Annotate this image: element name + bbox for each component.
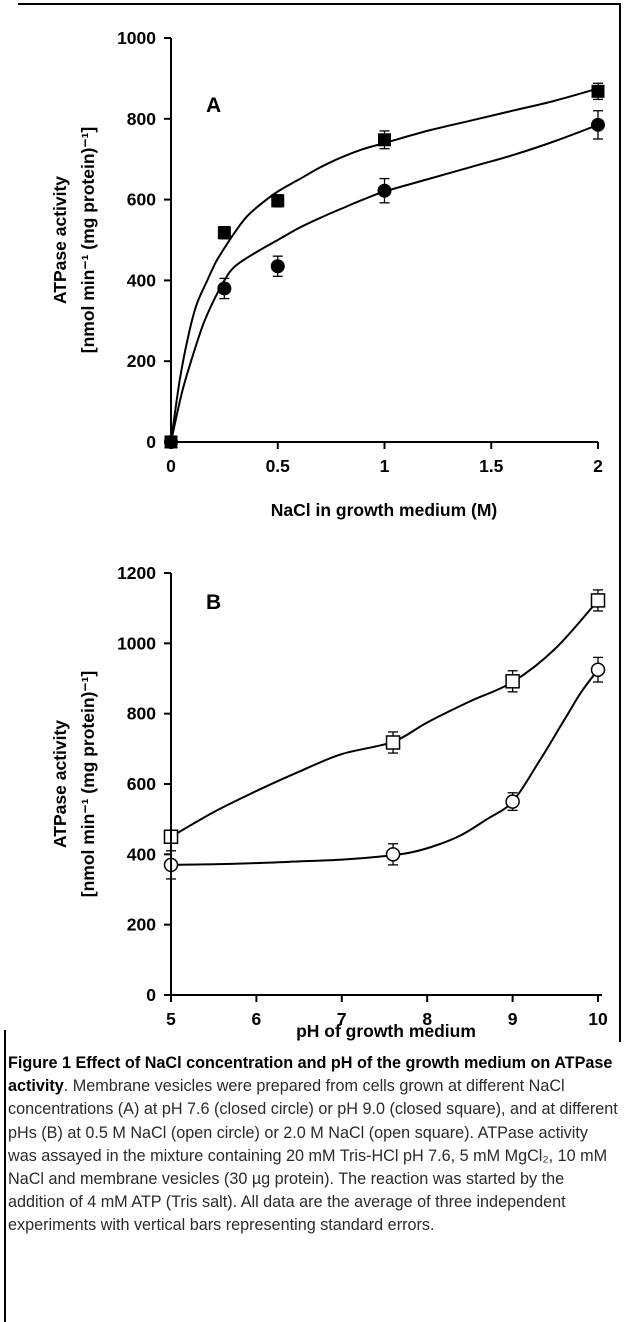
panel-a-curves bbox=[170, 87, 599, 443]
figure-frame-right bbox=[619, 3, 621, 1042]
panel-a-x-ticks: 0 0.5 1 1.5 2 bbox=[166, 442, 603, 476]
panel-a-point bbox=[217, 281, 232, 296]
panel-a-point bbox=[270, 259, 285, 274]
panel-a-label: A bbox=[206, 94, 221, 117]
panel-b-x-label: pH of growth medium bbox=[296, 1021, 476, 1041]
panel-a-point bbox=[271, 194, 285, 208]
panel-a-y-tick-label: 800 bbox=[127, 109, 156, 129]
panel-b-point bbox=[505, 794, 520, 809]
caption-title: Figure 1 Effect of NaCl concentration an… bbox=[8, 1054, 613, 1096]
panel-a-x-tick-label: 1 bbox=[380, 456, 390, 476]
panel-a-point bbox=[378, 133, 391, 147]
panel-b-curves bbox=[170, 599, 599, 866]
panel-a-y-tick-label: 1000 bbox=[117, 28, 156, 48]
panel-b-y-tick-label: 800 bbox=[127, 704, 156, 724]
panel-a-point bbox=[377, 183, 392, 198]
panel-a-x-tick-label: 1.5 bbox=[479, 456, 504, 476]
panel-b-x-tick-label: 6 bbox=[252, 1009, 262, 1029]
panel-b-x-tick-label: 5 bbox=[166, 1009, 176, 1029]
panel-b-point bbox=[385, 735, 401, 750]
panel-a-x-tick-label: 0 bbox=[166, 456, 176, 476]
panel-b-point bbox=[590, 593, 606, 608]
panel-b-x-tick-label: 8 bbox=[422, 1009, 432, 1029]
panel-a-y-label-line1: ATPase activity bbox=[50, 176, 70, 304]
figure-caption: Figure 1 Effect of NaCl concentration an… bbox=[8, 1052, 620, 1238]
panel-b: B 0 200 400 600 800 1000 1200 5 6 7 8 9 10 pH of gr… bbox=[50, 563, 608, 1041]
panel-b-point bbox=[590, 662, 606, 677]
panel-b-y-ticks: 0 200 400 600 800 1000 1200 bbox=[117, 563, 171, 1005]
panel-b-y-label-line2: [nmol min⁻¹ (mg protein)⁻¹] bbox=[78, 671, 98, 898]
panel-a-series-2-curve bbox=[170, 87, 599, 443]
panel-b-y-tick-label: 0 bbox=[146, 985, 156, 1005]
panel-a-point bbox=[591, 84, 605, 98]
panel-a-x-tick-label: 0.5 bbox=[266, 456, 291, 476]
caption-body: . Membrane vesicles were prepared from c… bbox=[8, 1077, 618, 1235]
panel-a-marks bbox=[164, 82, 605, 449]
panel-b-x-ticks: 5 6 7 8 9 10 bbox=[166, 995, 608, 1029]
panel-a-point bbox=[591, 117, 605, 132]
panel-a-x-label: NaCl in growth medium (M) bbox=[271, 500, 498, 520]
panel-a-y-tick-label: 200 bbox=[127, 351, 156, 371]
figure-frame-left bbox=[4, 1030, 6, 1322]
panel-b-point bbox=[505, 674, 520, 689]
panel-b-y-tick-label: 200 bbox=[127, 915, 156, 935]
panel-b-series-1-curve bbox=[170, 669, 599, 866]
panel-b-y-tick-label: 1200 bbox=[117, 563, 156, 583]
panel-b-y-label-line1: ATPase activity bbox=[50, 720, 70, 848]
panel-a-y-tick-label: 400 bbox=[127, 270, 156, 290]
panel-a-y-ticks: 0 200 400 600 800 1000 bbox=[117, 28, 171, 452]
figure-frame-top bbox=[18, 3, 620, 5]
panel-b-marks bbox=[163, 589, 606, 880]
panel-b-label: B bbox=[206, 591, 221, 614]
panel-b-y-tick-label: 600 bbox=[127, 774, 156, 794]
panel-b-x-tick-label: 9 bbox=[508, 1009, 518, 1029]
panel-a-y-tick-label: 0 bbox=[146, 432, 156, 452]
panel-b-y-tick-label: 400 bbox=[127, 844, 156, 864]
panel-a-series-1-curve bbox=[170, 123, 599, 443]
panel-b-series-2-curve bbox=[170, 599, 599, 838]
panel-a-y-label-line2: [nmol min⁻¹ (mg protein)⁻¹] bbox=[78, 127, 98, 354]
panel-b-x-tick-label: 10 bbox=[588, 1009, 608, 1029]
panel-b-y-tick-label: 1000 bbox=[117, 633, 156, 653]
panel-a-x-tick-label: 2 bbox=[593, 456, 603, 476]
panel-a: A 0 200 400 600 800 1000 0 0.5 1 1.5 2 NaCl in gr… bbox=[50, 28, 605, 520]
panel-a-point bbox=[217, 226, 231, 240]
panel-b-x-tick-label: 7 bbox=[337, 1009, 347, 1029]
panel-a-y-tick-label: 600 bbox=[127, 190, 156, 210]
figure: A 0 200 400 600 800 1000 0 0.5 1 1.5 2 NaCl in gr… bbox=[50, 28, 608, 1041]
panel-b-point bbox=[385, 847, 401, 862]
